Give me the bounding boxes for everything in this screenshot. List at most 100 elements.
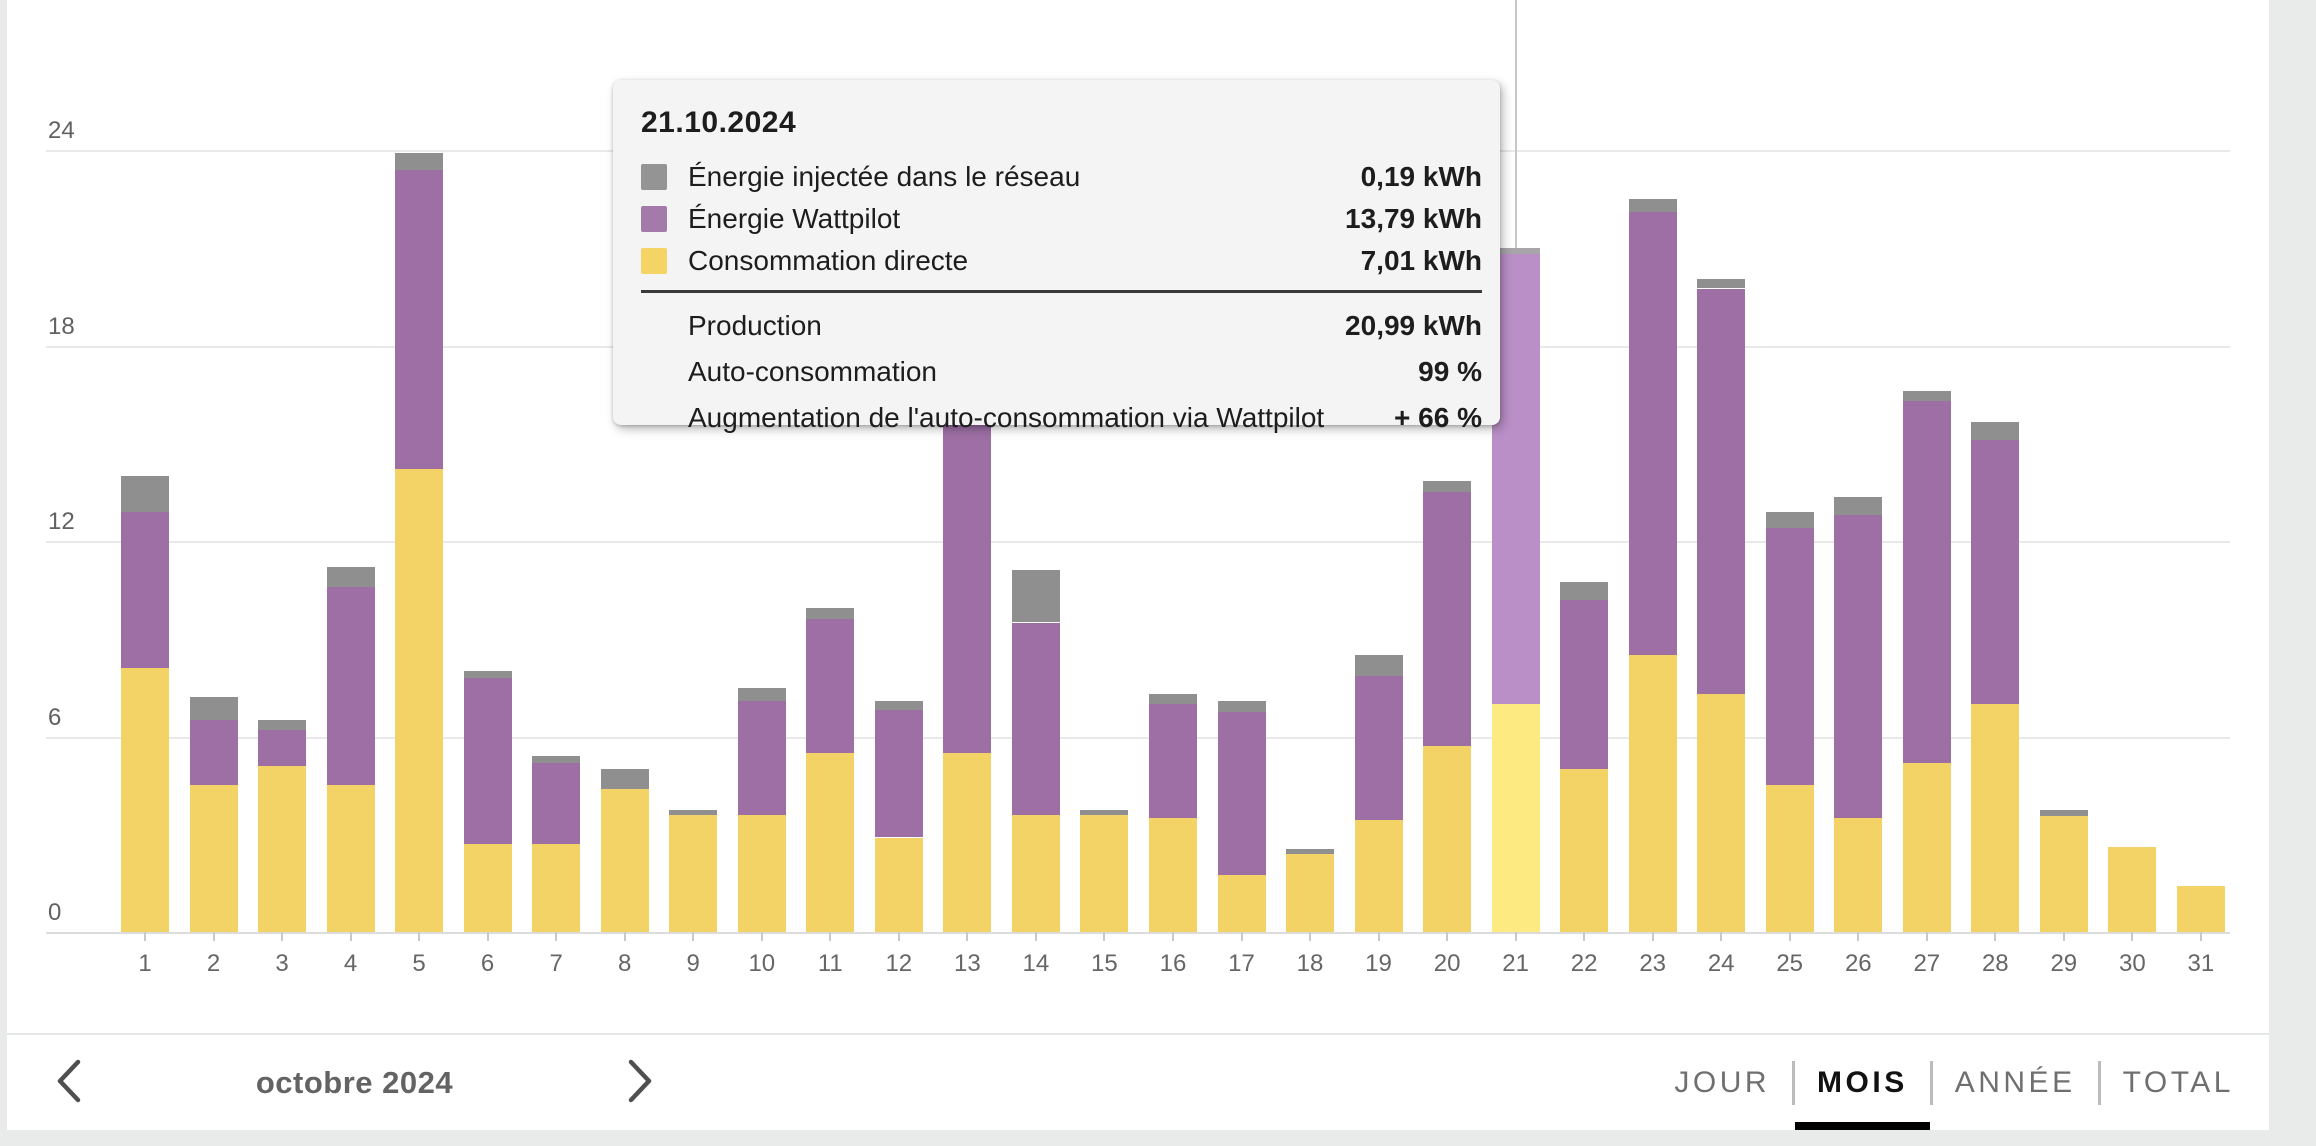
- bar-segment: [1560, 581, 1609, 600]
- x-axis-label-11: 11: [817, 950, 843, 977]
- gridline-0: [46, 932, 2230, 934]
- tab-divider: [1929, 1060, 1933, 1105]
- tooltip-summary-label: Auto-consommation: [688, 356, 938, 387]
- next-month-button[interactable]: [618, 1053, 662, 1113]
- x-axis-tick: [897, 932, 900, 941]
- bar-segment: [1354, 676, 1403, 820]
- bar-segment: [258, 720, 307, 730]
- bar-segment: [1011, 814, 1060, 932]
- bar-chart: 21.10.2024 Énergie injectée dans le rése…: [7, 0, 2269, 1033]
- tooltip-row-value: 0,19 kWh: [1360, 161, 1482, 192]
- x-axis-label-25: 25: [1776, 950, 1804, 977]
- bar-segment: [258, 730, 307, 766]
- bar-segment: [1011, 570, 1060, 623]
- bar-segment: [1834, 514, 1883, 818]
- x-axis-label-24: 24: [1707, 950, 1735, 977]
- x-axis-label-12: 12: [885, 950, 913, 977]
- energie-wattpilot-swatch-icon: [641, 206, 667, 232]
- tab-jour[interactable]: JOUR: [1652, 1035, 1792, 1130]
- tooltip-summary-production: Production 20,99 kWh: [629, 303, 1482, 349]
- bar-segment: [121, 475, 169, 512]
- bar-segment: [1423, 480, 1472, 493]
- x-axis-label-10: 10: [748, 950, 776, 977]
- x-axis-tick: [1240, 932, 1243, 941]
- x-axis-tick: [829, 932, 832, 941]
- gridline-6: [46, 736, 2230, 739]
- tooltip-divider: [641, 290, 1482, 293]
- tooltip-row-consommation-directe: Consommation directe 7,01 kWh: [629, 240, 1482, 282]
- x-axis-label-27: 27: [1913, 950, 1941, 977]
- x-axis-label-1: 1: [138, 950, 152, 977]
- bar-segment: [806, 607, 855, 620]
- bar-segment: [1080, 814, 1129, 932]
- tab-annee[interactable]: ANNÉE: [1933, 1035, 2098, 1130]
- previous-month-button[interactable]: [47, 1053, 91, 1113]
- x-axis-label-2: 2: [206, 950, 221, 977]
- bar-segment: [258, 765, 307, 932]
- bar-segment: [943, 752, 992, 932]
- bar-segment: [395, 469, 444, 932]
- bar-segment: [395, 169, 444, 470]
- tab-total[interactable]: TOTAL: [2101, 1035, 2256, 1130]
- bar-segment: [1971, 422, 2020, 440]
- x-axis-label-9: 9: [686, 950, 700, 977]
- x-axis-label-5: 5: [412, 950, 426, 977]
- bar-segment: [189, 697, 238, 721]
- x-axis-tick: [1651, 932, 1654, 941]
- chevron-left-icon: [56, 1059, 82, 1106]
- x-axis-tick: [1788, 932, 1791, 941]
- bar-segment: [326, 567, 375, 587]
- bar-segment: [1834, 818, 1883, 932]
- x-axis-tick: [966, 932, 969, 941]
- period-tabs: JOUR MOIS ANNÉE TOTAL: [1652, 1035, 2256, 1130]
- active-tab-underline: [1795, 1122, 1930, 1130]
- x-axis-tick: [2062, 932, 2065, 941]
- y-axis-label-12: 12: [48, 508, 75, 535]
- bar-segment: [121, 668, 169, 932]
- x-axis-label-28: 28: [1981, 950, 2009, 977]
- consommation-directe-swatch-icon: [641, 248, 667, 274]
- bar-segment: [326, 785, 375, 932]
- bar-segment: [1628, 655, 1677, 932]
- bar-segment: [1560, 599, 1609, 769]
- tooltip-legend-rows: Énergie injectée dans le réseau 0,19 kWh É…: [629, 156, 1482, 282]
- tooltip-summary-value: 20,99 kWh: [1345, 310, 1482, 341]
- tooltip-row-value: 13,79 kWh: [1345, 203, 1482, 234]
- bar-segment: [1765, 785, 1814, 932]
- bar-segment: [1491, 248, 1540, 255]
- tooltip-row-energie-wattpilot: Énergie Wattpilot 13,79 kWh: [629, 198, 1482, 240]
- bar-segment: [395, 153, 444, 170]
- bar-segment: [1902, 391, 1951, 401]
- bar-segment: [532, 756, 581, 763]
- tooltip-summary-augmentation-auto-consommation: Augmentation de l'auto-consommation via …: [629, 395, 1482, 441]
- chevron-right-icon: [627, 1059, 653, 1106]
- tooltip-row-energie-injectee: Énergie injectée dans le réseau 0,19 kWh: [629, 156, 1482, 198]
- bar-segment: [189, 720, 238, 786]
- bar-segment: [874, 837, 923, 932]
- bar-segment: [737, 687, 786, 701]
- bar-segment: [1491, 703, 1540, 932]
- x-axis-label-20: 20: [1433, 950, 1461, 977]
- bar-segment: [1149, 818, 1197, 932]
- y-axis-label-6: 6: [48, 703, 62, 731]
- x-axis-label-22: 22: [1570, 950, 1598, 977]
- bar-segment: [874, 710, 923, 838]
- bar-segment: [1423, 492, 1472, 747]
- x-axis-label-6: 6: [480, 950, 495, 977]
- x-axis-tick: [692, 932, 695, 941]
- bar-segment: [1560, 769, 1609, 932]
- bar-segment: [669, 809, 718, 815]
- x-axis-tick: [144, 932, 146, 941]
- x-axis-label-30: 30: [2119, 950, 2146, 977]
- x-axis-label-21: 21: [1502, 950, 1529, 977]
- x-axis-label-18: 18: [1296, 950, 1324, 977]
- x-axis-label-7: 7: [549, 950, 563, 977]
- tab-mois[interactable]: MOIS: [1795, 1035, 1930, 1130]
- y-axis-label-24: 24: [48, 117, 75, 144]
- x-axis-label-8: 8: [618, 950, 632, 977]
- bar-segment: [2039, 809, 2088, 817]
- x-axis-tick: [212, 932, 215, 941]
- x-axis-tick: [1309, 932, 1311, 941]
- x-axis-label-3: 3: [275, 950, 289, 977]
- bar-segment: [737, 700, 786, 815]
